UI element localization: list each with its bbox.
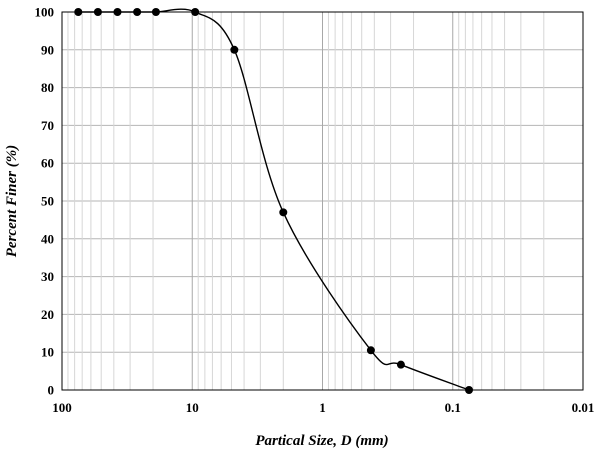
data-point: [151, 8, 160, 16]
x-tick-label: 0.01: [572, 400, 595, 415]
data-point: [396, 360, 405, 369]
data-point: [191, 8, 200, 16]
y-tick-label: 80: [41, 80, 54, 95]
y-tick-label: 70: [41, 118, 54, 133]
x-tick-label: 1: [319, 400, 326, 415]
x-tick-label: 10: [186, 400, 199, 415]
y-tick-label: 100: [35, 5, 55, 20]
y-tick-label: 0: [48, 383, 55, 398]
y-tick-label: 30: [41, 269, 54, 284]
y-tick-label: 90: [41, 42, 54, 57]
series-line: [78, 8, 470, 391]
y-tick-label: 10: [41, 345, 54, 360]
y-tick-label: 50: [41, 194, 54, 209]
y-axis-title: Percent Finer (%): [4, 145, 20, 257]
x-tick-label: 100: [52, 400, 72, 415]
data-point: [279, 208, 288, 217]
y-tick-label: 40: [41, 231, 54, 246]
x-tick-labels: 100 10 1 0.1 0.01: [52, 400, 594, 415]
data-points: [74, 8, 474, 394]
grid: [61, 11, 584, 391]
data-point: [113, 8, 122, 16]
y-tick-labels: 0 10 20 30 40 50 60 70 80 90 100: [35, 5, 55, 398]
data-point: [133, 8, 142, 16]
data-point: [74, 8, 83, 16]
y-tick-label: 20: [41, 307, 54, 322]
data-point: [366, 346, 375, 355]
data-point: [93, 8, 102, 16]
plot-frame: [61, 11, 584, 391]
x-axis-title: Partical Size, D (mm): [255, 433, 388, 449]
data-point: [465, 386, 474, 394]
y-tick-label: 60: [41, 156, 54, 171]
x-tick-label: 0.1: [445, 400, 461, 415]
data-point: [230, 45, 239, 54]
